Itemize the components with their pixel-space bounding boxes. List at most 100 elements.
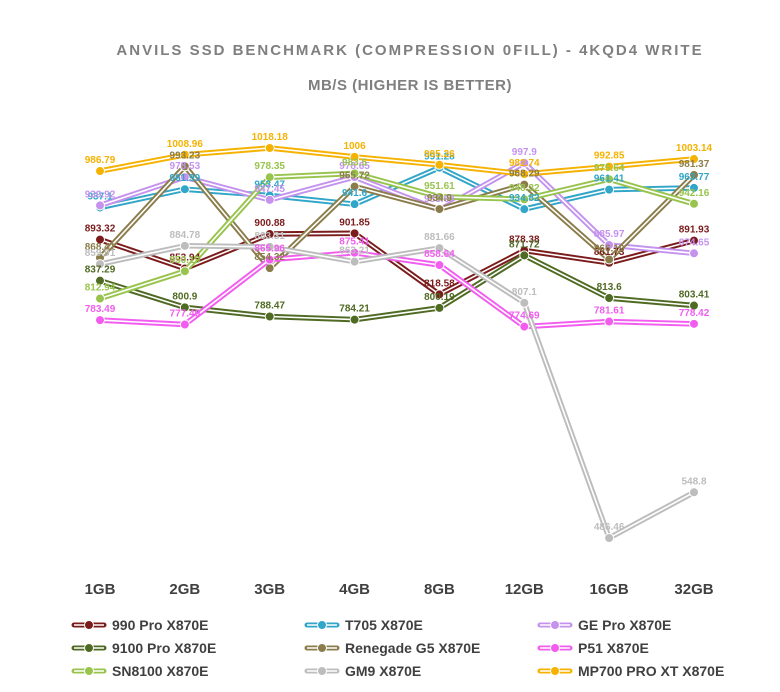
data-point-sn8100-x870e (434, 191, 445, 202)
data-label: 858.64 (424, 249, 455, 260)
data-label: 939.92 (85, 189, 116, 200)
data-label: 871.72 (509, 239, 540, 250)
chart-title: ANVILS SSD BENCHMARK (COMPRESSION 0FILL)… (116, 42, 703, 59)
data-point-mp700-pro-xt-x870e (179, 149, 190, 160)
category-label: 3GB (254, 581, 285, 598)
chart-subtitle: MB/S (HIGHER IS BETTER) (308, 77, 512, 94)
category-label: 2GB (169, 581, 200, 598)
data-label: 975.64 (594, 163, 625, 174)
data-label: 1008.96 (167, 139, 204, 150)
category-axis: 1GB 2GB 3GB 4GB 8GB 12GB 16GB 32GB (85, 581, 714, 598)
data-label: 837.29 (85, 265, 116, 276)
legend-item-sn8100-x870e: SN8100 X870E (71, 663, 209, 679)
data-point-sn8100-x870e (349, 168, 360, 179)
data-label: 933.68 (424, 194, 455, 205)
data-point-9100-pro-x870e (95, 275, 105, 286)
data-point-9100-pro-x870e (179, 302, 190, 313)
legend-swatch-marker (317, 620, 327, 630)
data-label: 778.42 (679, 308, 710, 319)
data-label: 947.45 (254, 184, 285, 195)
category-label: 16GB (590, 581, 629, 598)
data-point-mp700-pro-xt-x870e (95, 166, 105, 177)
data-label: 942.16 (679, 188, 710, 199)
data-point-p51-x870e (604, 316, 615, 327)
legend-swatch-marker (550, 643, 560, 653)
data-label: 891.93 (679, 225, 710, 236)
data-point-9100-pro-x870e (689, 300, 699, 311)
series-line-inner-mp700-pro-xt-x870e (99, 147, 695, 175)
data-label: 934.82 (509, 193, 540, 204)
data-label: 992.85 (594, 151, 625, 162)
data-point-sn8100-x870e (95, 293, 105, 304)
data-label: 982.74 (509, 158, 540, 169)
data-point-mp700-pro-xt-x870e (264, 143, 275, 154)
data-point-9100-pro-x870e (349, 314, 360, 325)
legend-item-renegade-g5-x870e: Renegade G5 X870E (304, 640, 480, 656)
data-label: 953.47 (254, 179, 285, 190)
data-point-gm9-x870e (434, 243, 445, 254)
data-point-renegade-g5-x870e (179, 161, 190, 172)
data-point-renegade-g5-x870e (689, 169, 699, 180)
data-label: 861.73 (594, 247, 625, 258)
data-label: 900.88 (254, 218, 285, 229)
series-gm9-x870e (95, 240, 699, 543)
data-label: 951.61 (424, 181, 455, 192)
data-point-mp700-pro-xt-x870e (349, 151, 360, 162)
data-point-9100-pro-x870e (264, 311, 275, 322)
data-point-t705-x870e (604, 184, 615, 195)
category-label: 32GB (674, 581, 713, 598)
data-label: 874.65 (679, 237, 710, 248)
data-label: 986.79 (85, 155, 116, 166)
data-label: 803.41 (679, 290, 710, 301)
data-point-renegade-g5-x870e (434, 204, 445, 215)
data-label: 1003.14 (676, 143, 713, 154)
legend-item-990-pro-x870e: 990 Pro X870E (71, 617, 209, 633)
data-label: 1018.18 (252, 132, 289, 143)
data-point-ge-pro-x870e (95, 200, 105, 211)
data-point-sn8100-x870e (519, 194, 530, 205)
data-label: 978.35 (254, 161, 285, 172)
data-label: 983.5 (342, 157, 367, 168)
series-9100-pro-x870e (95, 250, 699, 325)
data-label: 859.91 (85, 248, 116, 259)
data-label: 813.6 (597, 282, 622, 293)
data-label: 774.69 (509, 311, 540, 322)
data-label: 948.32 (509, 183, 540, 194)
data-point-sn8100-x870e (264, 172, 275, 183)
data-label: 978.53 (170, 161, 201, 172)
legend-label: MP700 PRO XT X870E (578, 663, 724, 679)
data-label: 777.49 (170, 309, 201, 320)
data-point-sn8100-x870e (604, 174, 615, 185)
data-label: 548.8 (681, 476, 706, 487)
data-label: 968.29 (509, 169, 540, 180)
data-label: 865.96 (254, 244, 285, 255)
series-mp700-pro-xt-x870e (95, 143, 699, 179)
data-point-mp700-pro-xt-x870e (519, 168, 530, 179)
data-label: 866.19 (594, 243, 625, 254)
data-label: 997.9 (512, 147, 537, 158)
series-line-inner-gm9-x870e (99, 245, 695, 539)
legend-swatch-marker (550, 666, 560, 676)
data-point-sn8100-x870e (179, 266, 190, 277)
data-point-p51-x870e (95, 315, 105, 326)
data-point-mp700-pro-xt-x870e (689, 154, 699, 165)
data-label: 784.21 (339, 304, 370, 315)
data-point-t705-x870e (179, 184, 190, 195)
series-p51-x870e (95, 247, 699, 332)
data-point-990-pro-x870e (434, 289, 445, 300)
legend-swatch-marker (84, 666, 94, 676)
legend-label: SN8100 X870E (112, 663, 209, 679)
data-label: 995.26 (424, 149, 455, 160)
data-point-sn8100-x870e (689, 198, 699, 209)
legend-label: 990 Pro X870E (112, 617, 209, 633)
legend-swatch-marker (317, 643, 327, 653)
legend: 990 Pro X870E T705 X870E GE Pro X870E 9100 … (71, 617, 724, 679)
data-point-ge-pro-x870e (689, 248, 699, 259)
data-point-990-pro-x870e (95, 234, 105, 245)
legend-item-ge-pro-x870e: GE Pro X870E (537, 617, 671, 633)
legend-label: GE Pro X870E (578, 617, 671, 633)
data-point-p51-x870e (519, 321, 530, 332)
data-label: 883.31 (254, 231, 285, 242)
series-line-inner-renegade-g5-x870e (99, 165, 695, 270)
legend-swatch-marker (317, 666, 327, 676)
